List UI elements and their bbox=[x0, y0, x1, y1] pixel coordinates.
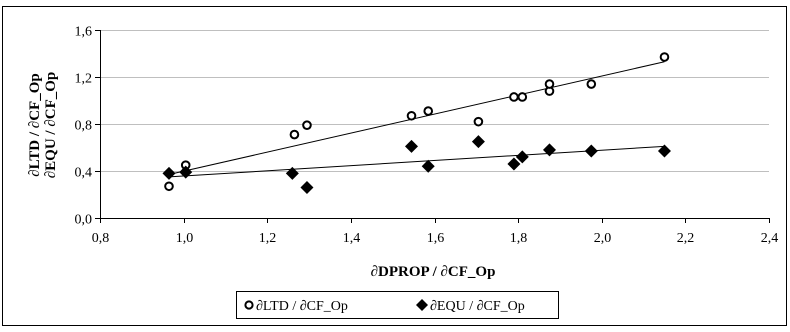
y-axis-title-line-1: ∂LTD / ∂CF_Op bbox=[27, 73, 43, 176]
equ-point bbox=[421, 159, 435, 173]
equ-point bbox=[162, 166, 176, 180]
legend-equ-label: ∂EQU / ∂CF_Op bbox=[430, 299, 525, 314]
equ-point bbox=[584, 144, 598, 158]
y-tick-label: 0,0 bbox=[75, 213, 93, 228]
data-markers bbox=[162, 52, 671, 194]
ltd-point bbox=[586, 79, 597, 89]
ltd-point bbox=[659, 52, 670, 62]
equ-point bbox=[179, 165, 193, 179]
ltd-point bbox=[423, 106, 434, 116]
y-axis-title: ∂LTD / ∂CF_Op ∂EQU / ∂CF_Op bbox=[27, 72, 59, 179]
x-tick-label: 2,0 bbox=[594, 231, 612, 246]
ltd-point bbox=[406, 110, 417, 121]
x-tick-label: 1,6 bbox=[427, 231, 445, 246]
ltd-point bbox=[289, 129, 300, 140]
ltd-point bbox=[302, 120, 312, 130]
legend-ltd-label: ∂LTD / ∂CF_Op bbox=[256, 299, 348, 314]
axes bbox=[95, 30, 770, 223]
equ-point bbox=[515, 150, 529, 164]
legend-box bbox=[236, 291, 559, 319]
equ-point bbox=[542, 143, 556, 157]
equ-point bbox=[471, 135, 485, 149]
ltd-point bbox=[164, 181, 174, 192]
equ-point bbox=[300, 180, 314, 194]
equ-point bbox=[507, 157, 521, 171]
y-tick-label: 1,2 bbox=[75, 72, 93, 87]
legend-ltd-marker bbox=[244, 300, 254, 310]
equ-trendline bbox=[168, 145, 665, 178]
legend: ∂LTD / ∂CF_Op ∂EQU / ∂CF_Op bbox=[236, 291, 559, 319]
chart-frame bbox=[2, 6, 787, 326]
x-tick-label: 1,8 bbox=[510, 231, 528, 246]
equ-point bbox=[405, 139, 419, 153]
x-tick-label: 1,0 bbox=[176, 231, 194, 246]
ltd-point bbox=[517, 92, 528, 102]
x-tick-label: 1,4 bbox=[343, 231, 361, 246]
y-tick-label: 1,6 bbox=[75, 25, 93, 40]
tick-labels: 0,0 0,4 0,8 1,2 1,6 0,8 1,0 1,2 1,4 1,6 1,8 2,0 2,2 2… bbox=[75, 25, 779, 247]
y-axis-title-line-2: ∂EQU / ∂CF_Op bbox=[43, 72, 59, 179]
x-tick-label: 0,8 bbox=[92, 231, 110, 246]
x-tick-label: 2,4 bbox=[761, 231, 779, 246]
equ-point bbox=[657, 144, 671, 158]
x-tick-label: 1,2 bbox=[259, 231, 277, 246]
ltd-point bbox=[509, 92, 519, 102]
y-tick-label: 0,4 bbox=[75, 166, 93, 181]
ltd-point bbox=[544, 79, 555, 89]
x-tick-label: 2,2 bbox=[677, 231, 695, 246]
trendlines bbox=[168, 61, 665, 178]
equ-point bbox=[285, 166, 299, 180]
ltd-trendline bbox=[168, 61, 665, 176]
ltd-point bbox=[473, 116, 484, 127]
legend-equ-marker bbox=[416, 299, 428, 311]
gridlines bbox=[100, 30, 769, 172]
x-axis-title: ∂DPROP / ∂CF_Op bbox=[371, 264, 496, 280]
y-tick-label: 0,8 bbox=[75, 119, 93, 134]
